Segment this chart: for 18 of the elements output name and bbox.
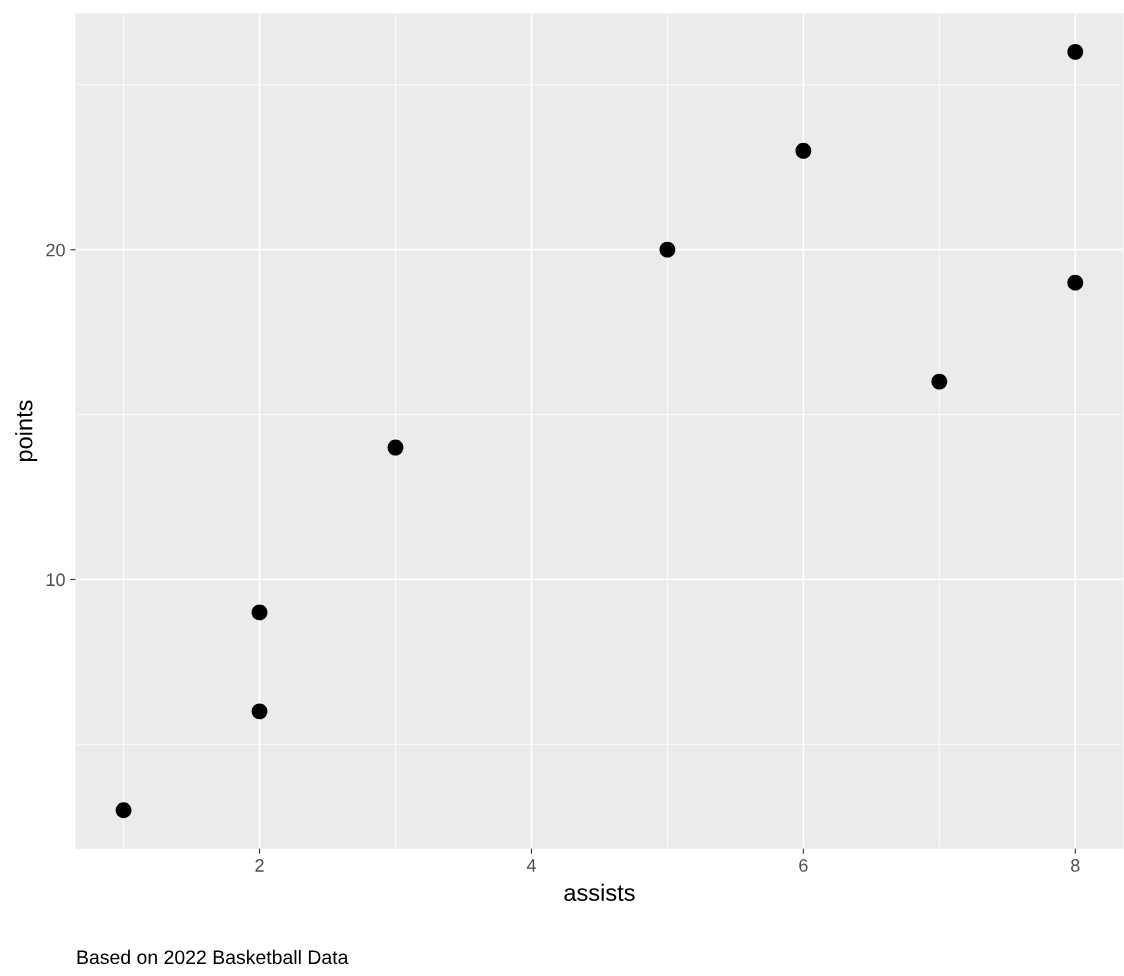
text: Based on 2022 Basketball Data [77,949,349,965]
x-tick-label: 8 [1071,859,1080,872]
x-tick-label: 6 [799,859,808,872]
y-tick-label: 20 [46,243,65,257]
point [387,439,404,456]
point [1067,274,1084,291]
x-tick-label: 4 [526,859,536,872]
y-axis-title: points [15,400,38,462]
point [795,142,812,159]
point [251,604,268,621]
point [251,703,268,720]
point [115,802,132,819]
point [1067,43,1084,60]
point [931,373,948,390]
point [659,241,676,258]
y-tick-label: 10 [46,573,65,587]
x-axis-title: assists [564,883,635,902]
x-tick-label: 2 [255,859,264,872]
